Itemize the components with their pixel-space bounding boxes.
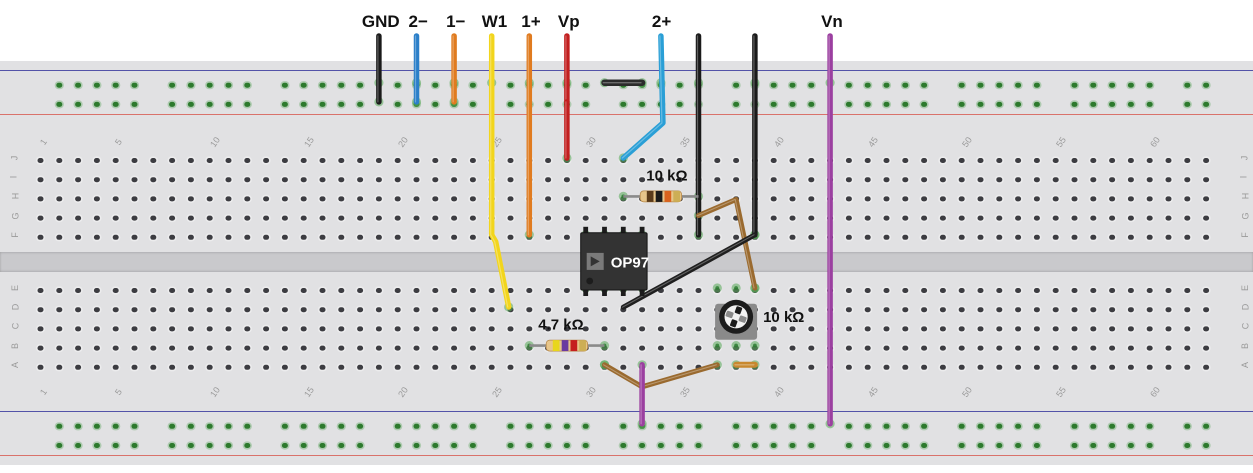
svg-text:4.7 kΩ: 4.7 kΩ [538, 317, 583, 334]
svg-text:10 kΩ: 10 kΩ [763, 309, 804, 326]
svg-text:10 kΩ: 10 kΩ [646, 167, 687, 184]
svg-text:OP97: OP97 [611, 254, 649, 271]
